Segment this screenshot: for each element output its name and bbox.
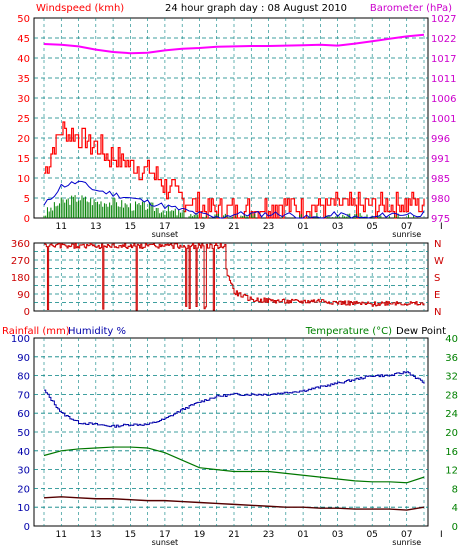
temperature-tick-label: 16	[445, 447, 458, 458]
wind-tick-label: 50	[17, 14, 30, 25]
hour-tick-label: 03	[332, 530, 343, 540]
hour-tick-label: 21	[228, 530, 239, 540]
hour-tick-label: 23	[263, 222, 274, 232]
barometer-tick-label: 975	[431, 214, 450, 225]
humidity-tick-label: 20	[17, 484, 30, 495]
compass-label: S	[434, 273, 440, 284]
temperature-tick-label: 24	[445, 409, 458, 420]
hour-tick-label: 11	[56, 222, 67, 232]
rain-axis-title: Rainfall (mm)	[2, 326, 70, 337]
temperature-tick-label: 4	[452, 503, 458, 514]
wind-gust-series	[44, 121, 425, 219]
humidity-tick-label: 90	[17, 353, 30, 364]
temperature-axis-title: Temperature (°C)	[305, 326, 392, 337]
humidity-tick-label: 70	[17, 390, 30, 401]
humidity-axis-title: Humidity %	[68, 326, 126, 337]
wind-axis-title: Windspeed (kmh)	[36, 3, 124, 14]
sunset-marker: sunset	[152, 538, 179, 547]
humidity-tick-label: 50	[17, 428, 30, 439]
hour-tick-label: 11	[56, 530, 67, 540]
hour-tick-label: 03	[332, 222, 343, 232]
wind-tick-label: 40	[17, 54, 30, 65]
barometer-axis-title: Barometer (hPa)	[370, 3, 452, 14]
humidity-tick-label: 60	[17, 409, 30, 420]
barometer-tick-label: 1001	[431, 114, 456, 125]
wind-tick-label: 10	[17, 174, 30, 185]
compass-label: E	[434, 290, 440, 301]
direction-tick-label: 180	[11, 273, 30, 284]
hour-tick-label: 21	[228, 222, 239, 232]
wind-tick-label: 30	[17, 94, 30, 105]
hour-tick-label: 13	[90, 530, 101, 540]
hour-tick-label: 15	[125, 222, 136, 232]
wind-tick-label: 20	[17, 134, 30, 145]
dewpoint-series	[43, 496, 425, 511]
barometer-series	[43, 33, 425, 55]
hour-tick-label: 19	[194, 530, 206, 540]
direction-tick-label: 0	[24, 307, 30, 318]
sunset-marker: sunset	[152, 230, 179, 239]
humidity-tick-label: 30	[17, 466, 30, 477]
hour-tick-label: I	[440, 222, 443, 232]
temperature-tick-label: 40	[445, 334, 458, 345]
wind-tick-label: 35	[17, 74, 30, 85]
compass-label: N	[434, 239, 441, 250]
wind-tick-label: 0	[24, 214, 30, 225]
barometer-tick-label: 1017	[431, 54, 456, 65]
barometer-tick-label: 996	[431, 134, 450, 145]
hour-tick-label: I	[440, 530, 443, 540]
wind-tick-label: 15	[17, 154, 30, 165]
hour-tick-label: 17	[159, 530, 170, 540]
dewpoint-axis-title: Dew Point	[396, 326, 446, 337]
wind-direction-series	[44, 242, 425, 311]
hour-tick-label: 17	[159, 222, 170, 232]
sunrise-marker: sunrise	[392, 230, 421, 239]
hour-tick-label: 05	[366, 530, 377, 540]
humidity-tick-label: 40	[17, 447, 30, 458]
hour-tick-label: 07	[401, 222, 412, 232]
temperature-tick-label: 32	[445, 372, 458, 383]
sunrise-marker: sunrise	[392, 538, 421, 547]
graph-title: 24 hour graph day : 08 August 2010	[165, 3, 347, 14]
temperature-series	[43, 446, 425, 484]
wind-tick-label: 45	[17, 34, 30, 45]
temperature-tick-label: 20	[445, 428, 458, 439]
hour-tick-label: 23	[263, 530, 274, 540]
wind-average-series	[43, 180, 425, 219]
hour-tick-label: 01	[297, 530, 308, 540]
wind-tick-label: 5	[24, 194, 30, 205]
hour-tick-label: 13	[90, 222, 101, 232]
hour-tick-label: 01	[297, 222, 308, 232]
barometer-tick-label: 985	[431, 174, 450, 185]
humidity-tick-label: 80	[17, 372, 30, 383]
humidity-tick-label: 10	[17, 503, 30, 514]
direction-tick-label: 90	[17, 290, 30, 301]
temperature-tick-label: 0	[452, 522, 458, 533]
barometer-tick-label: 1006	[431, 94, 456, 105]
hour-tick-label: 15	[125, 530, 136, 540]
direction-tick-label: 270	[11, 256, 30, 267]
temperature-tick-label: 36	[445, 353, 458, 364]
humidity-tick-label: 100	[11, 334, 30, 345]
hour-tick-label: 05	[366, 222, 377, 232]
hour-tick-label: 19	[194, 222, 206, 232]
barometer-tick-label: 1027	[431, 14, 456, 25]
humidity-tick-label: 0	[24, 522, 30, 533]
barometer-tick-label: 1022	[431, 34, 456, 45]
temperature-tick-label: 12	[445, 466, 458, 477]
compass-label: W	[434, 256, 444, 267]
temperature-tick-label: 28	[445, 390, 458, 401]
hour-tick-label: 07	[401, 530, 412, 540]
humidity-series	[44, 371, 425, 428]
barometer-tick-label: 1011	[431, 74, 456, 85]
wind-tick-label: 25	[17, 114, 30, 125]
barometer-tick-label: 980	[431, 194, 450, 205]
barometer-tick-label: 991	[431, 154, 450, 165]
temperature-tick-label: 8	[452, 484, 458, 495]
direction-tick-label: 360	[11, 239, 30, 250]
compass-label: N	[434, 307, 441, 318]
